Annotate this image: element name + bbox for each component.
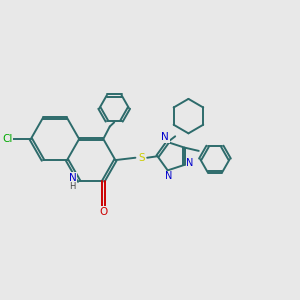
Text: N: N — [161, 132, 169, 142]
Text: S: S — [138, 153, 145, 163]
Text: H: H — [70, 182, 76, 191]
Text: Cl: Cl — [2, 134, 12, 144]
Text: N: N — [186, 158, 194, 169]
Text: O: O — [99, 207, 107, 217]
Text: N: N — [69, 172, 76, 183]
Text: N: N — [165, 171, 172, 181]
